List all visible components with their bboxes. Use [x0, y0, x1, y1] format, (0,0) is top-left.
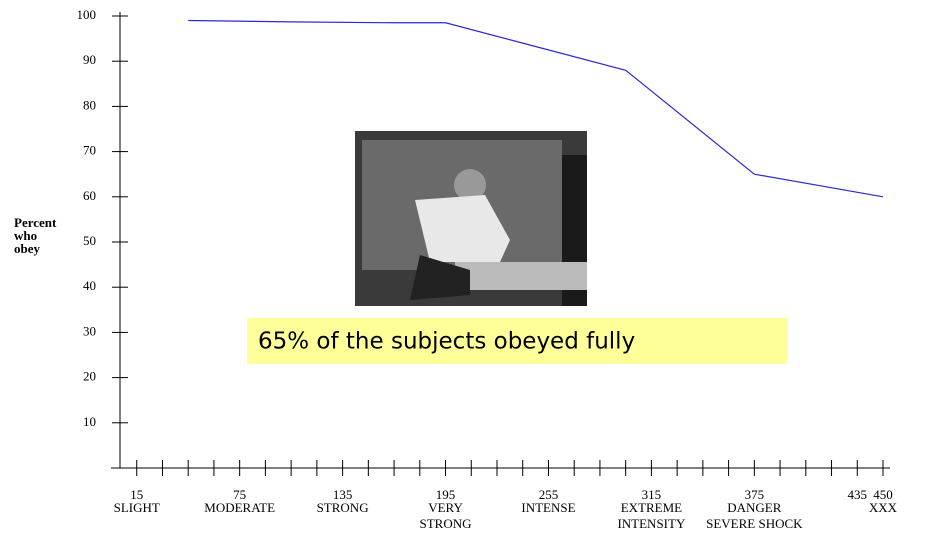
- level-label: STRONG: [420, 516, 472, 531]
- y-tick-label: 40: [83, 278, 96, 293]
- level-label: INTENSE: [521, 500, 575, 515]
- level-label: EXTREME: [621, 500, 682, 515]
- annotation: 65% of the subjects obeyed fully: [258, 329, 635, 355]
- level-label: STRONG: [317, 500, 369, 515]
- y-tick-label: 80: [83, 97, 96, 112]
- y-tick-label: 60: [83, 188, 96, 203]
- level-label: DANGER: [727, 500, 781, 515]
- chart: 65% of the subjects obeyed fully 10 20 30 4…: [0, 0, 937, 537]
- level-label: MODERATE: [204, 500, 275, 515]
- level-label: SEVERE SHOCK: [706, 516, 803, 531]
- level-label: VERY: [428, 500, 463, 515]
- y-tick-label: 30: [83, 323, 96, 338]
- y-tick-label: 50: [83, 233, 96, 248]
- x-tick-label: 435: [848, 487, 868, 502]
- photo: [355, 131, 587, 306]
- y-tick-label: 90: [83, 52, 96, 67]
- y-tick-label: 20: [83, 369, 96, 384]
- y-tick-label: 10: [83, 414, 96, 429]
- y-tick-label: 70: [83, 143, 96, 158]
- level-label: XXX: [869, 500, 898, 515]
- y-tick-label: 100: [77, 7, 97, 22]
- level-label: INTENSITY: [617, 516, 685, 531]
- level-label: SLIGHT: [114, 500, 160, 515]
- y-axis-label: obey: [14, 241, 41, 256]
